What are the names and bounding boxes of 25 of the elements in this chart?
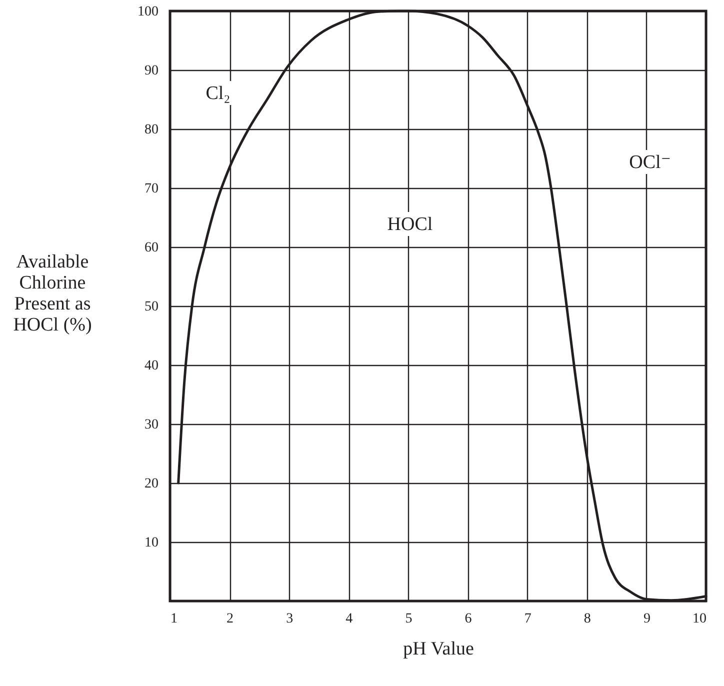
annotation: OCl⁻ <box>629 152 671 173</box>
x-tick-label: 6 <box>464 612 472 626</box>
y-tick-label: 40 <box>144 358 158 374</box>
x-tick-label: 2 <box>226 612 234 626</box>
y-tick-label: 20 <box>144 476 158 492</box>
y-tick-label: 90 <box>144 64 158 78</box>
x-tick-label: 7 <box>524 612 532 626</box>
y-tick-label: 50 <box>144 300 158 314</box>
x-tick-label: 9 <box>643 612 650 626</box>
x-tick-label: 10 <box>692 612 706 626</box>
annotation: Cl₂ <box>206 83 230 104</box>
x-tick-label: 8 <box>584 612 591 626</box>
x-tick-label: 3 <box>286 612 294 626</box>
y-tick-label: 10 <box>144 536 158 550</box>
y-tick-label: 80 <box>144 122 158 138</box>
y-tick-label: 100 <box>138 4 158 20</box>
x-tick-label: 5 <box>405 612 412 626</box>
x-tick-label: 4 <box>346 612 353 626</box>
y-tick-label: 70 <box>144 182 158 196</box>
annotation: HOCl <box>387 214 433 235</box>
y-tick-label: 60 <box>144 240 158 256</box>
x-axis-title: pH Value <box>403 638 474 660</box>
y-axis-title: Available Chlorine Present as HOCl (%) <box>13 252 92 336</box>
y-tick-label: 30 <box>144 418 158 432</box>
x-tick-label: 1 <box>170 612 178 626</box>
